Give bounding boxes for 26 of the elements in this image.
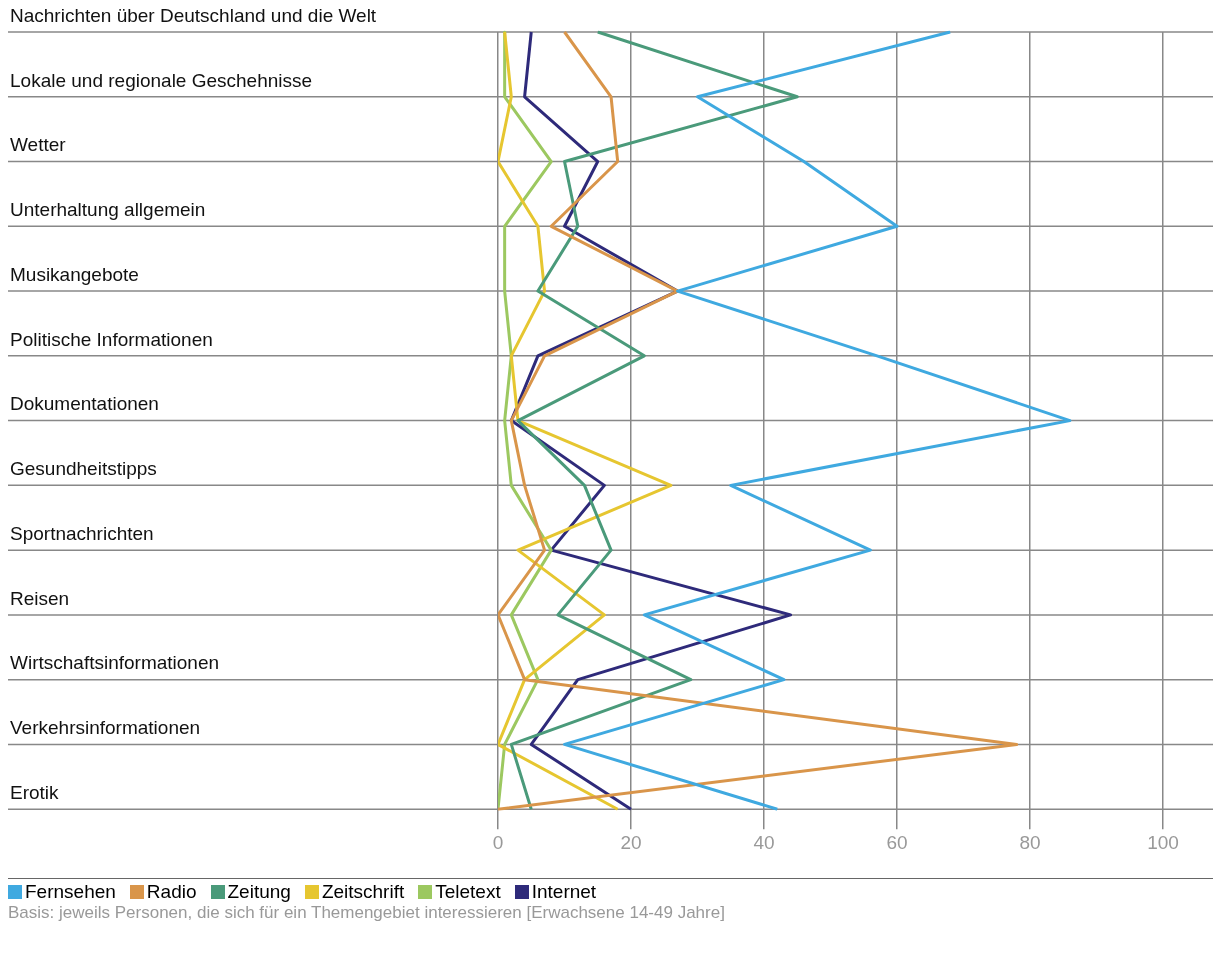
legend-label: Fernsehen — [25, 881, 116, 903]
legend-label: Radio — [146, 881, 197, 903]
y-tick-label: Dokumentationen — [10, 393, 159, 415]
x-tick-label: 0 — [492, 831, 504, 853]
y-tick-label: Erotik — [10, 781, 60, 803]
legend-label: Zeitschrift — [321, 881, 405, 903]
legend-label: Internet — [531, 881, 597, 903]
y-tick-label: Politische Informationen — [10, 328, 213, 350]
y-tick-label: Nachrichten über Deutschland und die Welt — [10, 4, 377, 26]
legend-label: Teletext — [435, 881, 501, 903]
y-tick-label: Reisen — [10, 587, 70, 609]
x-tick-label: 100 — [1147, 831, 1179, 853]
x-tick-label: 20 — [620, 831, 642, 853]
x-tick-label: 80 — [1019, 831, 1041, 853]
y-tick-label: Sportnachrichten — [10, 522, 154, 544]
y-tick-label: Lokale und regionale Geschehnisse — [10, 69, 313, 91]
y-tick-label: Wirtschaftsinformationen — [10, 652, 220, 674]
text: Basis: jeweils Personen, die sich für ein Themengebiet interessieren [Erwachsene 14-49 Jahre] — [8, 903, 726, 923]
y-tick-label: Verkehrsinformationen — [10, 717, 201, 739]
y-tick-label: Wetter — [10, 134, 67, 156]
x-tick-label: 40 — [753, 831, 775, 853]
legend-label: Zeitung — [227, 881, 291, 903]
y-tick-label: Unterhaltung allgemein — [10, 199, 206, 221]
x-tick-label: 60 — [886, 831, 908, 853]
y-tick-label: Gesundheitstipps — [10, 458, 157, 480]
y-tick-label: Musikangebote — [10, 263, 139, 285]
